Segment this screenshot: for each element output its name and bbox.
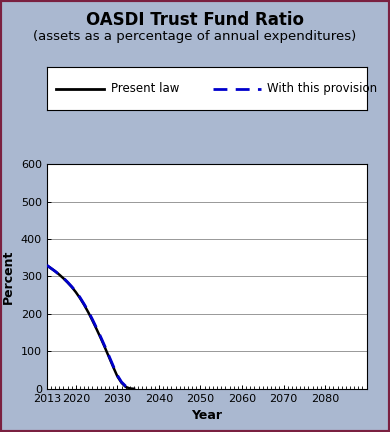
X-axis label: Year: Year bbox=[191, 409, 222, 422]
Text: Present law: Present law bbox=[111, 82, 179, 95]
Y-axis label: Percent: Percent bbox=[2, 249, 15, 304]
Text: With this provision: With this provision bbox=[268, 82, 378, 95]
Text: OASDI Trust Fund Ratio: OASDI Trust Fund Ratio bbox=[86, 11, 304, 29]
Text: (assets as a percentage of annual expenditures): (assets as a percentage of annual expend… bbox=[34, 30, 356, 43]
